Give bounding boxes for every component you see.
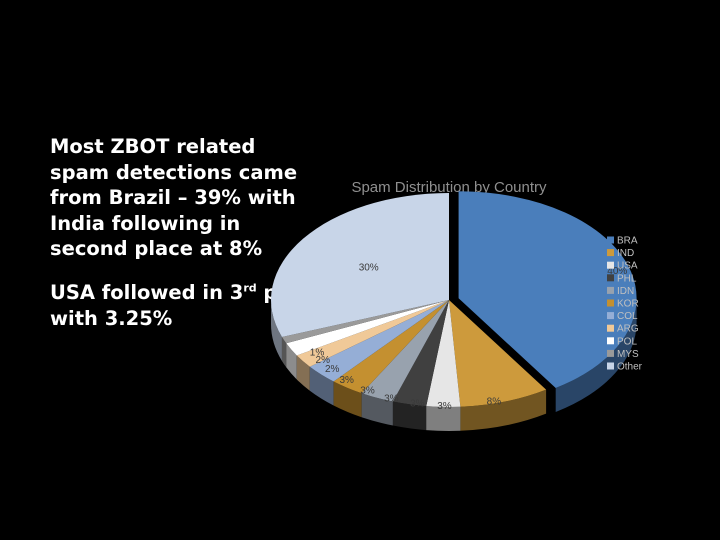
pie-slice-usa xyxy=(426,300,461,407)
text-2-superscript: rd xyxy=(243,281,257,295)
legend-swatch-pol xyxy=(607,337,614,345)
pie-slice-ind xyxy=(449,300,547,407)
legend-label-pol: POL xyxy=(617,336,637,347)
pie-slice-bra xyxy=(458,191,637,388)
legend-swatch-other xyxy=(607,362,614,370)
pie-side-kor xyxy=(333,381,362,418)
legend-label-phl: PHL xyxy=(617,273,637,284)
legend-swatch-usa xyxy=(607,261,614,269)
slice-label-mys: 1% xyxy=(310,347,325,358)
legend-label-idn: IDN xyxy=(617,286,634,297)
slice-label-other: 30% xyxy=(359,262,379,273)
chart-title: Spam Distribution by Country xyxy=(351,179,547,196)
legend-swatch-ind xyxy=(607,249,614,257)
slice-label-col: 3% xyxy=(339,375,354,386)
pie-slice-idn xyxy=(361,300,449,402)
legend-label-mys: MYS xyxy=(617,349,639,360)
pie-side-pol xyxy=(286,343,297,380)
pie-side-arg xyxy=(296,355,310,391)
pie-side-bra xyxy=(555,298,637,412)
pie-side-usa xyxy=(426,406,461,431)
legend-label-ind: IND xyxy=(617,248,634,259)
pie-side-col xyxy=(309,366,334,406)
pie-slice-pol xyxy=(286,300,449,356)
pie-slice-other xyxy=(270,193,449,337)
legend-swatch-idn xyxy=(607,286,614,294)
slice-label-kor: 3% xyxy=(360,385,375,396)
pie-slice-mys xyxy=(281,300,449,344)
legend-label-arg: ARG xyxy=(617,324,639,335)
slice-label-ind: 8% xyxy=(487,396,502,407)
pie-side-mys xyxy=(281,336,287,368)
pie-slice-phl xyxy=(392,300,449,407)
pie-side-phl xyxy=(392,401,427,431)
pie-side-other xyxy=(271,300,282,361)
legend-swatch-arg xyxy=(607,324,614,332)
legend-label-bra: BRA xyxy=(617,236,638,247)
slice-label-pol: 2% xyxy=(316,355,331,366)
pie-side-idn xyxy=(361,393,393,426)
slice-label-arg: 2% xyxy=(325,364,340,375)
legend-swatch-kor xyxy=(607,299,614,307)
slice-label-idn: 3% xyxy=(384,393,399,404)
legend-label-usa: USA xyxy=(617,261,638,272)
slice-label-bra: 40% xyxy=(607,266,627,277)
pie-slices xyxy=(270,191,637,431)
pie-slice-col xyxy=(309,300,449,382)
pie-slice-kor xyxy=(333,300,449,394)
pie-slice-arg xyxy=(296,300,449,367)
text-2-part-1: USA followed in 3 xyxy=(50,281,244,304)
slice-label-usa: 3% xyxy=(437,401,452,412)
legend-swatch-mys xyxy=(607,349,614,357)
slide-body-text-1: Most ZBOT related spam detections came f… xyxy=(50,135,298,260)
legend-label-col: COL xyxy=(617,311,638,322)
legend-swatch-col xyxy=(607,312,614,320)
legend-swatch-phl xyxy=(607,274,614,282)
legend-label-other: Other xyxy=(617,362,643,373)
legend-swatch-bra xyxy=(607,236,614,244)
slice-label-phl: 3% xyxy=(410,399,425,410)
legend-label-kor: KOR xyxy=(617,299,639,310)
slice-labels: 40%8%3%3%3%3%3%2%2%1%30% xyxy=(310,262,628,411)
pie-side-ind xyxy=(460,389,547,431)
